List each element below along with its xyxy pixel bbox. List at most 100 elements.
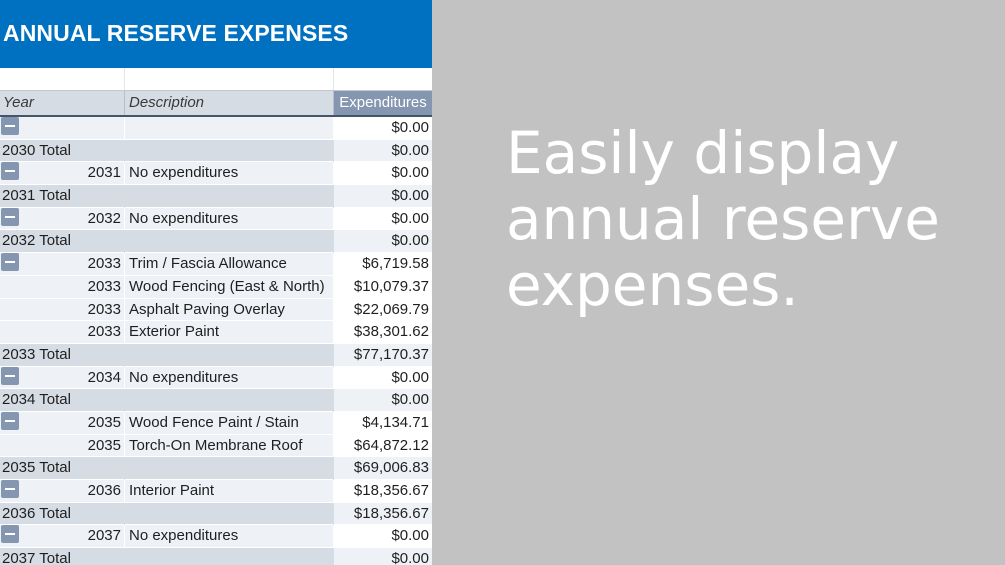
expenditure-cell[interactable]: $0.00 [334, 207, 432, 231]
description-cell[interactable]: Asphalt Paving Overlay [125, 298, 333, 322]
total-row: 2031 Total $0.00 [0, 185, 432, 208]
expenditure-cell[interactable]: $0.00 [334, 525, 432, 549]
year-value: 2035 [87, 436, 121, 454]
expenditure-cell[interactable]: $0.00 [334, 230, 432, 254]
year-cell[interactable]: 2035 [0, 434, 124, 458]
description-value: No expenditures [129, 527, 239, 545]
description-cell[interactable]: No expenditures [125, 162, 333, 186]
description-cell[interactable]: No expenditures [125, 525, 333, 549]
year-cell[interactable]: 2037 [0, 525, 124, 549]
description-cell[interactable] [125, 389, 333, 412]
description-cell[interactable] [125, 457, 333, 480]
expenditure-cell[interactable]: $69,006.83 [334, 457, 432, 480]
column-separator [333, 91, 334, 115]
expenditure-cell[interactable]: $77,170.37 [334, 343, 432, 367]
title-bar: ANNUAL RESERVE EXPENSES [0, 0, 432, 68]
table-row: 2035 Torch-On Membrane Roof $64,872.12 [0, 434, 432, 458]
year-cell[interactable]: 2036 Total [0, 502, 124, 526]
expenditure-cell[interactable]: $38,301.62 [334, 321, 432, 344]
year-cell[interactable]: 2036 [0, 480, 124, 503]
description-cell[interactable] [125, 117, 333, 140]
table-row: 2033 Wood Fencing (East & North) $10,079.3… [0, 275, 432, 299]
collapse-minus-icon[interactable] [1, 525, 19, 544]
total-label: 2030 Total [2, 141, 71, 159]
header-description[interactable]: Description [129, 94, 205, 111]
description-cell[interactable]: Exterior Paint [125, 321, 333, 344]
table-row: 2033 Exterior Paint $38,301.62 [0, 321, 432, 344]
total-label: 2031 Total [2, 187, 71, 205]
header-expenditures[interactable]: Expenditures [334, 91, 432, 115]
blank-row [0, 68, 432, 90]
year-cell[interactable]: 2031 Total [0, 185, 124, 208]
description-cell[interactable]: No expenditures [125, 207, 333, 231]
expenditure-cell[interactable]: $0.00 [334, 548, 432, 565]
collapse-minus-icon[interactable] [1, 207, 19, 226]
collapse-minus-icon[interactable] [1, 117, 19, 135]
description-value: Torch-On Membrane Roof [129, 436, 303, 454]
year-cell[interactable]: 2032 [0, 207, 124, 231]
expenditure-cell[interactable]: $0.00 [334, 366, 432, 390]
expenditure-cell[interactable]: $4,134.71 [334, 411, 432, 435]
year-cell[interactable]: 2033 [0, 253, 124, 276]
year-cell[interactable]: 2037 Total [0, 548, 124, 565]
caption-text: Easily display annual reserve expenses. [506, 119, 940, 319]
collapse-minus-icon[interactable] [1, 253, 19, 272]
description-cell[interactable]: Wood Fence Paint / Stain [125, 411, 333, 435]
year-cell[interactable]: 2031 [0, 162, 124, 186]
expenditure-cell[interactable]: $0.00 [334, 117, 432, 140]
description-cell[interactable]: Wood Fencing (East & North) [125, 275, 333, 299]
description-cell[interactable] [125, 548, 333, 565]
expenditure-cell[interactable]: $18,356.67 [334, 480, 432, 503]
header-year[interactable]: Year [3, 94, 34, 111]
sheet-title: ANNUAL RESERVE EXPENSES [3, 20, 349, 46]
year-cell[interactable]: 2035 [0, 411, 124, 435]
year-cell[interactable]: 2034 [0, 366, 124, 390]
year-value: 2037 [87, 527, 121, 545]
expenditure-cell[interactable]: $6,719.58 [334, 253, 432, 276]
expenditure-cell[interactable]: $0.00 [334, 162, 432, 186]
total-row: 2032 Total $0.00 [0, 230, 432, 254]
year-value: 2036 [87, 482, 121, 499]
description-cell[interactable] [125, 185, 333, 208]
collapse-minus-icon[interactable] [1, 480, 19, 498]
expenditure-cell[interactable]: $22,069.79 [334, 298, 432, 322]
table-row: 2037 No expenditures $0.00 [0, 525, 432, 549]
year-cell[interactable]: 2030 Total [0, 139, 124, 163]
year-cell[interactable] [0, 117, 124, 140]
year-cell[interactable]: 2033 [0, 321, 124, 344]
expenditure-cell[interactable]: $0.00 [334, 185, 432, 208]
year-cell[interactable]: 2035 Total [0, 457, 124, 480]
column-separator [124, 91, 125, 115]
table-row: $0.00 [0, 117, 432, 140]
expenditure-cell[interactable]: $0.00 [334, 389, 432, 412]
year-value: 2033 [87, 300, 121, 318]
year-cell[interactable]: 2034 Total [0, 389, 124, 412]
description-cell[interactable]: Trim / Fascia Allowance [125, 253, 333, 276]
description-cell[interactable] [125, 139, 333, 163]
description-cell[interactable]: Interior Paint [125, 480, 333, 503]
description-cell[interactable] [125, 502, 333, 526]
spreadsheet: ANNUAL RESERVE EXPENSES Year Description… [0, 0, 432, 565]
expenditure-cell[interactable]: $64,872.12 [334, 434, 432, 458]
collapse-minus-icon[interactable] [1, 162, 19, 181]
description-value: Exterior Paint [129, 323, 220, 341]
year-value: 2033 [87, 255, 121, 273]
total-label: 2034 Total [2, 391, 71, 409]
expenditure-cell[interactable]: $0.00 [334, 139, 432, 163]
year-cell[interactable]: 2032 Total [0, 230, 124, 254]
year-value: 2034 [87, 368, 121, 386]
total-label: 2032 Total [2, 232, 71, 250]
description-cell[interactable] [125, 230, 333, 254]
description-value: No expenditures [129, 164, 239, 182]
year-cell[interactable]: 2033 [0, 298, 124, 322]
description-cell[interactable]: No expenditures [125, 366, 333, 390]
description-cell[interactable] [125, 343, 333, 367]
description-cell[interactable]: Torch-On Membrane Roof [125, 434, 333, 458]
expenditure-cell[interactable]: $18,356.67 [334, 502, 432, 526]
collapse-minus-icon[interactable] [1, 411, 19, 430]
year-cell[interactable]: 2033 [0, 275, 124, 299]
description-value: No expenditures [129, 368, 239, 386]
expenditure-cell[interactable]: $10,079.37 [334, 275, 432, 299]
collapse-minus-icon[interactable] [1, 366, 19, 385]
year-cell[interactable]: 2033 Total [0, 343, 124, 367]
